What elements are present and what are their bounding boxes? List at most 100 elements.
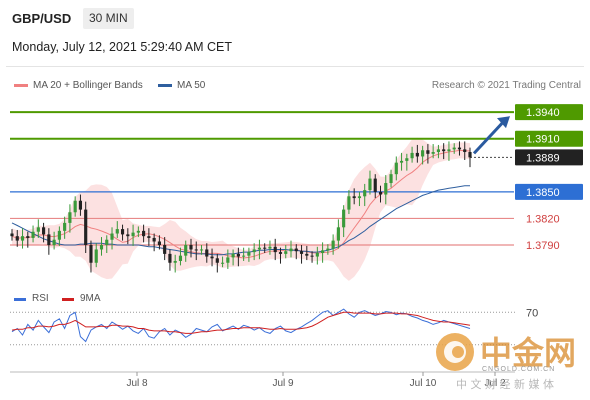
candle-body bbox=[99, 245, 104, 250]
timestamp: Monday, July 12, 2021 5:29:40 AM CET bbox=[12, 40, 233, 54]
candle-body bbox=[257, 247, 262, 250]
candle-body bbox=[310, 255, 314, 257]
level-label: 1.3820 bbox=[526, 213, 560, 225]
header-divider bbox=[6, 66, 584, 67]
candle-body bbox=[178, 255, 183, 261]
candle-body bbox=[215, 258, 219, 263]
candle-body bbox=[15, 236, 19, 241]
candle-body bbox=[220, 262, 225, 264]
candle-body bbox=[210, 256, 214, 259]
candle-body bbox=[105, 239, 109, 246]
level-label: 1.3910 bbox=[526, 134, 560, 146]
candle-body bbox=[389, 174, 393, 184]
candle-body bbox=[457, 147, 462, 150]
candle-body bbox=[247, 252, 251, 256]
candle-body bbox=[357, 196, 362, 199]
level-label: 1.3940 bbox=[526, 107, 560, 119]
candle-body bbox=[410, 152, 414, 159]
candle-body bbox=[299, 251, 304, 254]
watermark-title: 中金网 bbox=[480, 334, 577, 372]
candle-body bbox=[268, 246, 272, 249]
forecast-arrow bbox=[472, 120, 506, 155]
candle-body bbox=[10, 233, 14, 237]
candle-body bbox=[373, 178, 377, 192]
candle-body bbox=[20, 236, 25, 241]
watermark-logo-icon bbox=[436, 333, 474, 371]
candle-body bbox=[431, 152, 435, 154]
candle-body bbox=[184, 245, 188, 256]
rsi-ma-legend-swatch bbox=[62, 298, 74, 301]
x-tick-label: Jul 8 bbox=[126, 378, 148, 389]
candle-body bbox=[252, 249, 256, 253]
candle-body bbox=[289, 248, 293, 252]
ma20-swatch bbox=[14, 84, 28, 87]
ma20-legend-label: MA 20 + Bollinger Bands bbox=[33, 80, 143, 91]
ma50-legend-label: MA 50 bbox=[177, 80, 206, 91]
candle-body bbox=[89, 245, 93, 263]
candle-body bbox=[242, 255, 246, 257]
candle-body bbox=[415, 152, 419, 157]
candle-body bbox=[421, 150, 425, 157]
candle-body bbox=[394, 162, 398, 175]
candle-body bbox=[194, 249, 198, 251]
candle-body bbox=[189, 245, 193, 250]
candle-body bbox=[231, 253, 235, 258]
candle-body bbox=[399, 160, 404, 163]
candle-body bbox=[110, 233, 114, 240]
forecast-arrow-head bbox=[497, 116, 510, 129]
candle-body bbox=[163, 245, 167, 254]
candle-body bbox=[284, 251, 288, 254]
legend-ma20: MA 20 + Bollinger Bands bbox=[14, 80, 143, 91]
candle-body bbox=[157, 241, 161, 246]
candle-body bbox=[368, 178, 372, 191]
candle-body bbox=[173, 260, 177, 263]
candle-body bbox=[47, 234, 51, 246]
candle-body bbox=[142, 230, 146, 237]
candle-body bbox=[199, 249, 204, 251]
rsi-ma-line bbox=[11, 311, 471, 334]
level-label-box bbox=[515, 130, 583, 147]
candle-body bbox=[352, 196, 356, 199]
watermark-url: CNGOLD.COM.CN bbox=[482, 366, 556, 373]
cngold-watermark: 中金网 CNGOLD.COM.CN 中 文 财 经 新 媒 体 bbox=[432, 330, 584, 392]
candle-body bbox=[31, 231, 35, 238]
rsi-ma-legend-label: 9MA bbox=[80, 293, 101, 304]
candle-body bbox=[426, 150, 430, 154]
level-label: 1.3889 bbox=[526, 152, 560, 164]
candle-body bbox=[136, 230, 140, 233]
candle-body bbox=[336, 227, 340, 241]
candle-body bbox=[73, 200, 77, 213]
candle-body bbox=[205, 249, 209, 257]
candle-body bbox=[236, 253, 240, 257]
ma20-line bbox=[11, 149, 471, 259]
candle-body bbox=[278, 252, 283, 254]
candle-body bbox=[78, 200, 83, 210]
level-label: 1.3790 bbox=[526, 240, 560, 252]
candle-body bbox=[115, 229, 119, 234]
candle-body bbox=[273, 246, 277, 253]
watermark-subtitle: 中 文 财 经 新 媒 体 bbox=[456, 378, 554, 391]
x-tick-label: Jul 2 bbox=[484, 378, 506, 389]
candle-body bbox=[436, 149, 440, 153]
candle-body bbox=[347, 196, 351, 210]
timeframe-badge[interactable]: 30 MIN bbox=[83, 8, 134, 29]
candle-body bbox=[447, 149, 451, 152]
candle-body bbox=[442, 149, 446, 152]
x-tick-label: Jul 9 bbox=[272, 378, 294, 389]
candle-body bbox=[147, 236, 151, 238]
candle-body bbox=[263, 247, 267, 249]
candle-body bbox=[378, 191, 383, 195]
candle-body bbox=[36, 227, 40, 232]
candle-body bbox=[68, 212, 72, 223]
candle-body bbox=[226, 257, 230, 263]
rsi-legend-swatch bbox=[14, 298, 26, 301]
candle-body bbox=[131, 232, 135, 237]
candle-body bbox=[120, 229, 125, 235]
rsi-legend-label: RSI bbox=[32, 293, 49, 304]
ma50-line bbox=[11, 185, 470, 256]
legend-ma50: MA 50 bbox=[158, 80, 205, 91]
level-label-box bbox=[515, 104, 583, 121]
candle-body bbox=[363, 190, 367, 197]
candle-body bbox=[463, 149, 467, 153]
